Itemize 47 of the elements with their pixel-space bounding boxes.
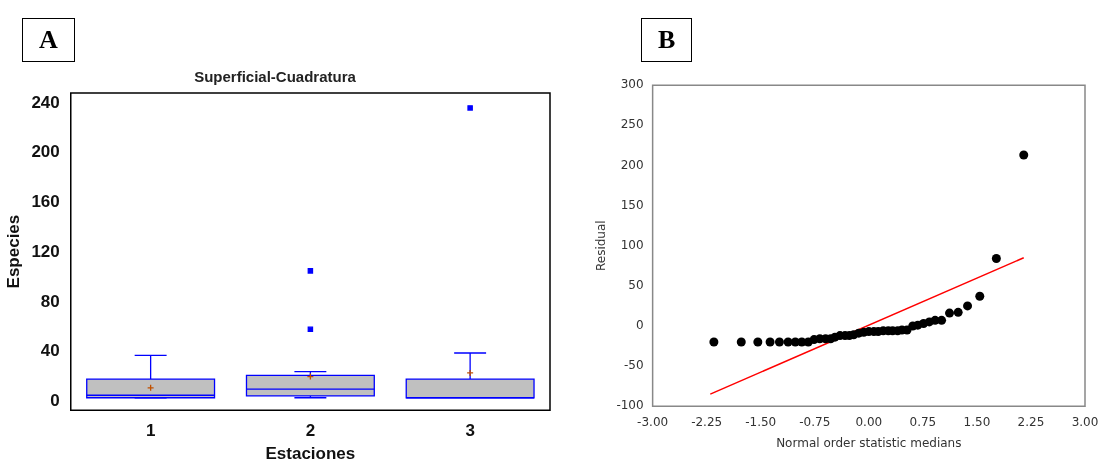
- chart-title: Superficial-Cuadratura: [194, 68, 357, 86]
- y-tick-label: 80: [40, 291, 60, 311]
- y-tick-label: 40: [40, 341, 60, 361]
- x-tick-label: 0.00: [855, 414, 883, 429]
- y-tick-label: 0: [635, 318, 644, 333]
- x-tick-label: -2.25: [691, 414, 723, 429]
- point: [765, 337, 775, 347]
- y-tick-label: 240: [31, 92, 60, 112]
- y-axis-title: Especies: [3, 214, 23, 289]
- text: B: [641, 18, 693, 62]
- y-tick-label: -50: [624, 358, 644, 373]
- point: [953, 307, 963, 317]
- point: [991, 254, 1001, 264]
- y-tick-label: 160: [31, 192, 60, 212]
- x-tick-label: 3.00: [1071, 414, 1099, 429]
- point: [937, 315, 947, 325]
- x-tick-label: -1.50: [745, 414, 777, 429]
- y-tick-label: -100: [616, 398, 644, 413]
- x-tick-label: -3.00: [637, 414, 669, 429]
- y-axis-title: Residual: [594, 220, 609, 272]
- point: [736, 337, 746, 347]
- x-tick-label: 2.25: [1017, 414, 1045, 429]
- x-tick-label: 3: [465, 421, 475, 441]
- point: [963, 301, 973, 311]
- x-axis-title: Normal order statistic medians: [776, 435, 962, 450]
- y-tick-label: 0: [50, 391, 60, 411]
- y-tick-label: 150: [620, 197, 644, 212]
- y-tick-label: 200: [31, 142, 60, 162]
- x-axis-title: Estaciones: [265, 444, 356, 464]
- point: [945, 308, 955, 318]
- x-tick-label: -0.75: [799, 414, 831, 429]
- x-tick-label: 2: [305, 421, 316, 441]
- x-tick-label: 1.50: [963, 414, 991, 429]
- y-tick-label: 120: [31, 241, 60, 261]
- y-tick-label: 250: [620, 117, 644, 132]
- x-tick-label: 1: [145, 421, 156, 441]
- point: [1019, 150, 1029, 160]
- point: [709, 337, 719, 347]
- point: [753, 337, 763, 347]
- point: [774, 337, 784, 347]
- point: [975, 291, 985, 301]
- text: A: [22, 18, 75, 62]
- y-tick-label: 100: [620, 237, 644, 252]
- y-tick-label: 200: [620, 157, 644, 172]
- y-tick-label: 50: [628, 277, 644, 292]
- x-tick-label: 0.75: [909, 414, 937, 429]
- y-tick-label: 300: [620, 77, 644, 92]
